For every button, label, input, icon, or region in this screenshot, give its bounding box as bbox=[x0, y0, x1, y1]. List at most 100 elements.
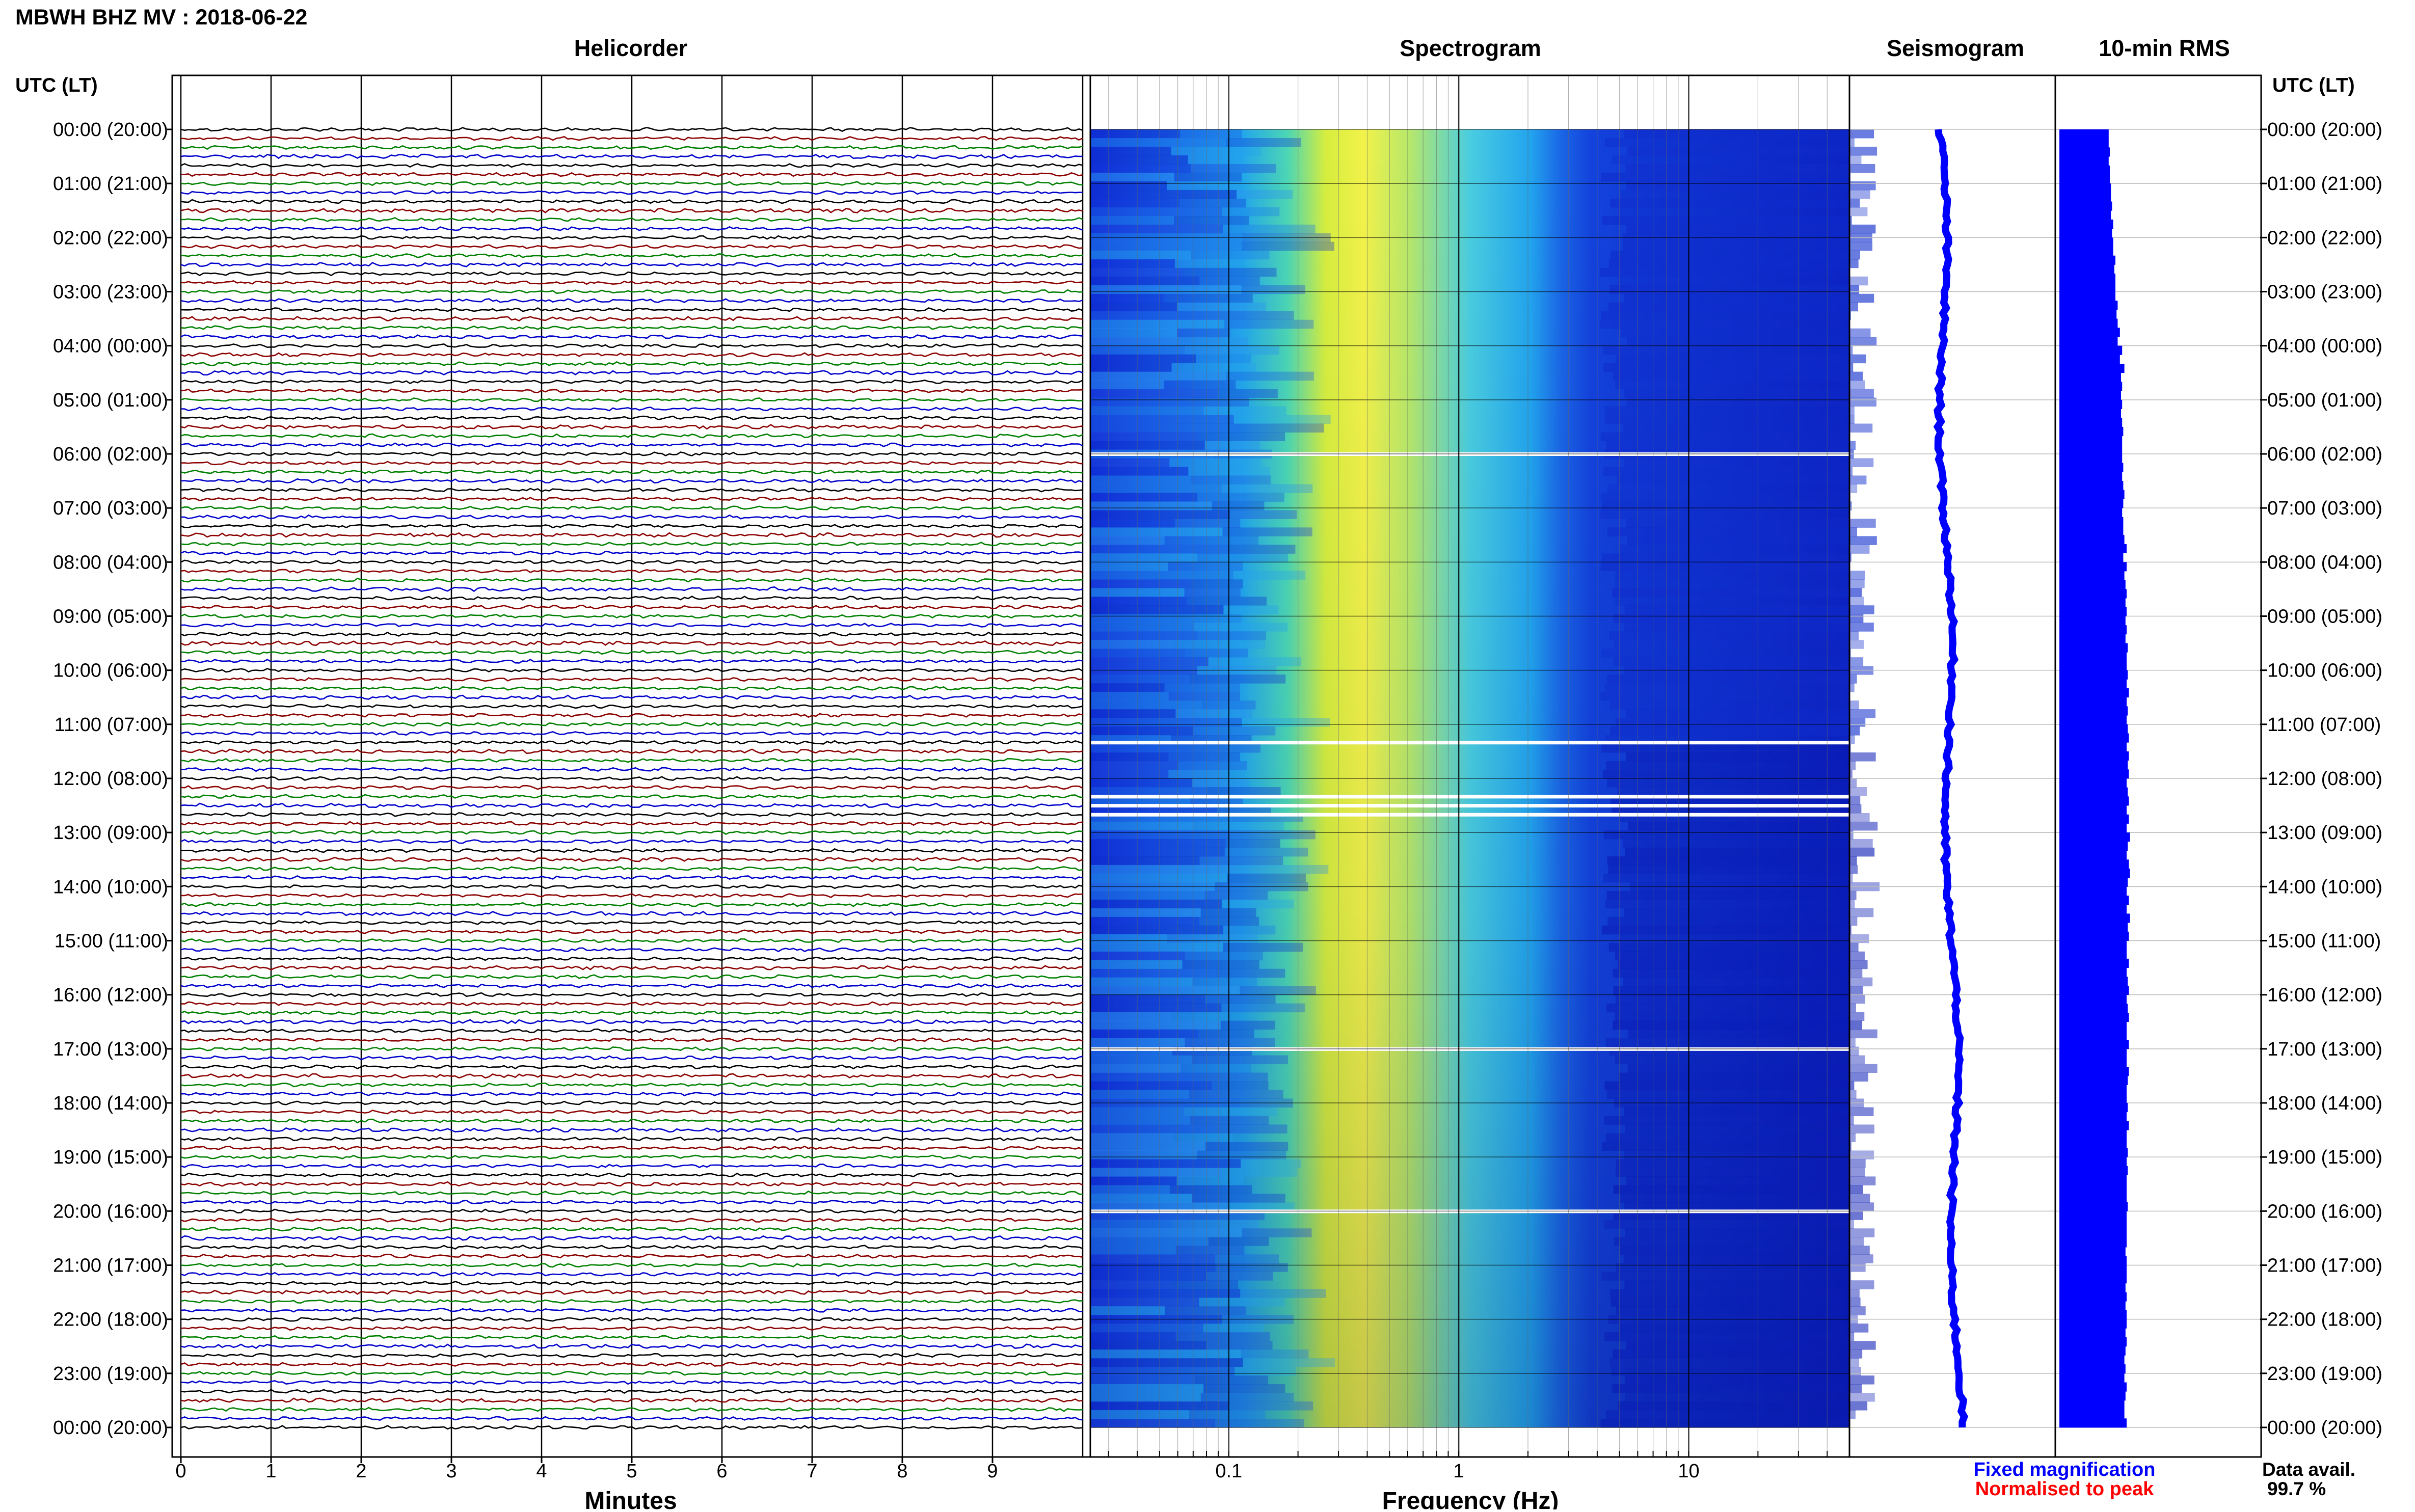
helicorder-trace bbox=[180, 1154, 1083, 1159]
spectrogram-block bbox=[1625, 1393, 1875, 1402]
spectrogram-block bbox=[1090, 432, 1199, 442]
spectrogram-block bbox=[1243, 1358, 1335, 1367]
spectrogram-block bbox=[1179, 198, 1247, 208]
spectrogram-block bbox=[1623, 423, 1873, 433]
spectrogram-block bbox=[1171, 363, 1256, 372]
spectrogram-block bbox=[1624, 1124, 1874, 1133]
rms-bar bbox=[2059, 156, 2109, 166]
helicorder-trace bbox=[180, 127, 1083, 132]
time-label: 09:00 (05:00) bbox=[53, 606, 168, 628]
helicorder-trace bbox=[180, 315, 1083, 322]
time-label: 06:00 (02:00) bbox=[53, 444, 168, 465]
spectrogram-block bbox=[1090, 146, 1171, 156]
helicorder-trace bbox=[180, 1199, 1083, 1205]
spectrogram-block bbox=[1237, 190, 1293, 199]
helicorder-trace bbox=[180, 1073, 1083, 1079]
spectrogram-block bbox=[1207, 787, 1281, 796]
rms-bar bbox=[2059, 1355, 2125, 1365]
rms-bar bbox=[2059, 328, 2120, 337]
spectrogram-block bbox=[1090, 1263, 1216, 1272]
spectrogram-block bbox=[1191, 250, 1270, 260]
spectrogram-block bbox=[1615, 1012, 1865, 1021]
helicorder-trace bbox=[180, 1037, 1083, 1042]
minute-tick-label: 2 bbox=[356, 1461, 366, 1482]
spectrogram-block bbox=[1240, 986, 1316, 995]
helicorder-trace bbox=[180, 442, 1083, 448]
spectrogram-block bbox=[1620, 1194, 1870, 1203]
helicorder-trace bbox=[180, 542, 1083, 547]
legend-normalised-to-peak: Normalised to peak bbox=[1975, 1478, 2154, 1500]
helicorder-trace bbox=[180, 397, 1083, 402]
spectrogram-block bbox=[1205, 1142, 1289, 1151]
spectrogram-block bbox=[1613, 1185, 1863, 1194]
panel-title-rms: 10-min RMS bbox=[2099, 35, 2230, 61]
rms-bar bbox=[2059, 1031, 2127, 1040]
rms-bar bbox=[2059, 967, 2127, 977]
helicorder-trace bbox=[180, 217, 1083, 222]
spectrogram-block bbox=[1090, 371, 1226, 381]
spectrogram-block bbox=[1624, 1280, 1874, 1289]
helicorder-trace bbox=[180, 1082, 1083, 1088]
minute-tick-label: 1 bbox=[265, 1461, 276, 1482]
rms-bar bbox=[2059, 481, 2124, 491]
time-label: 15:00 (11:00) bbox=[2267, 931, 2381, 952]
spectrogram-block bbox=[1090, 847, 1225, 857]
spectrogram-block bbox=[1090, 475, 1191, 484]
spectrogram-block bbox=[1212, 501, 1265, 510]
spectrogram-block bbox=[1613, 986, 1863, 995]
helicorder-trace bbox=[180, 1389, 1083, 1394]
rms-bar bbox=[2059, 760, 2128, 770]
spectrogram-block bbox=[1090, 172, 1174, 182]
spectrogram-block bbox=[1090, 1012, 1172, 1021]
rms-bar bbox=[2059, 1202, 2128, 1211]
helicorder-trace bbox=[180, 1262, 1083, 1268]
rms-bar bbox=[2059, 886, 2127, 896]
time-label: 12:00 (08:00) bbox=[2267, 768, 2382, 790]
helicorder-trace bbox=[180, 650, 1083, 655]
spectrogram-block bbox=[1212, 1081, 1269, 1091]
spectrogram-block bbox=[1620, 545, 1870, 554]
spectrogram-block bbox=[1090, 164, 1191, 173]
spectrogram-block bbox=[1606, 1003, 1856, 1013]
spectrogram-block bbox=[1090, 1159, 1241, 1168]
rms-bar bbox=[2059, 1373, 2125, 1383]
helicorder-trace bbox=[180, 1308, 1083, 1313]
helicorder-trace bbox=[180, 199, 1083, 204]
time-label: 00:00 (20:00) bbox=[53, 119, 168, 141]
spectrogram-block bbox=[1164, 380, 1236, 390]
spectrogram-block bbox=[1627, 337, 1877, 346]
rms-bar bbox=[2059, 264, 2114, 274]
spectrogram-block bbox=[1604, 1081, 1855, 1091]
spectrogram-block bbox=[1189, 1090, 1283, 1099]
helicorder-trace bbox=[180, 893, 1083, 898]
spectrogram-block bbox=[1242, 241, 1334, 251]
spectrogram-block bbox=[1090, 215, 1174, 225]
rms-bar bbox=[2059, 192, 2111, 202]
helicorder-trace bbox=[180, 1010, 1083, 1015]
spectrogram-block bbox=[1226, 138, 1301, 147]
spectrogram-block bbox=[1609, 285, 1860, 294]
rms-bar bbox=[2059, 931, 2129, 941]
spectrogram-block bbox=[1628, 821, 1878, 831]
spectrogram-block bbox=[1203, 406, 1286, 416]
spectrogram-block bbox=[1090, 553, 1197, 562]
rms-bar bbox=[2059, 787, 2128, 797]
spectrogram-block bbox=[1174, 172, 1242, 182]
spectrogram-block bbox=[1610, 250, 1860, 260]
rms-bar bbox=[2059, 1274, 2127, 1284]
minute-tick-label: 4 bbox=[536, 1461, 547, 1482]
spectrogram-block bbox=[1216, 968, 1285, 978]
helicorder-trace bbox=[180, 1380, 1083, 1385]
spectrogram-block bbox=[1090, 1246, 1176, 1255]
spectrogram-block bbox=[1613, 968, 1863, 978]
panel-title-spectrogram: Spectrogram bbox=[1400, 35, 1541, 61]
helicorder-trace bbox=[180, 1118, 1083, 1124]
spectrogram-block bbox=[1203, 311, 1294, 320]
spectrogram-block bbox=[1090, 510, 1230, 519]
rms-bar bbox=[2059, 1094, 2127, 1103]
spectrogram-block bbox=[1090, 337, 1178, 346]
rms-bar bbox=[2059, 526, 2124, 535]
spectrogram-block bbox=[1090, 856, 1200, 866]
rms-bar bbox=[2059, 282, 2115, 292]
spectrogram-block bbox=[1198, 432, 1285, 442]
